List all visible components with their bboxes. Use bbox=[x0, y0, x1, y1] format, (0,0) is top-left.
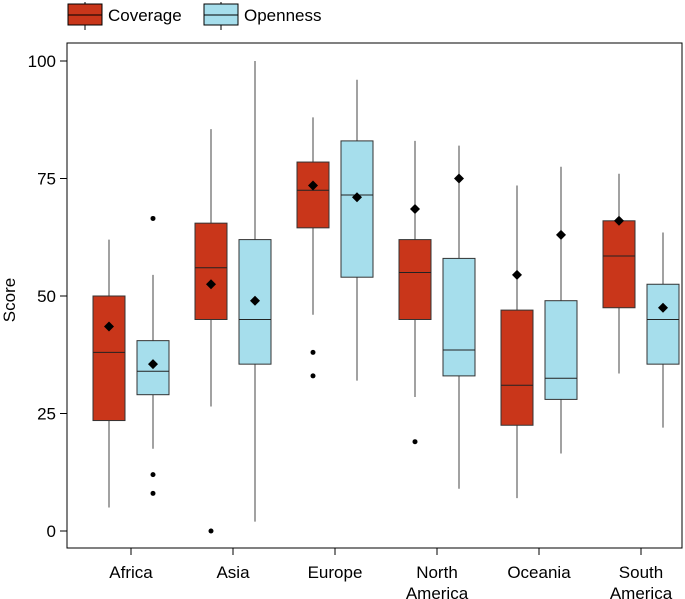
box-coverage-4 bbox=[500, 185, 534, 499]
box-coverage-1 bbox=[194, 129, 228, 534]
x-tick-label-line: Africa bbox=[109, 563, 153, 582]
x-tick-label-line: Asia bbox=[216, 563, 250, 582]
y-tick-label-75: 75 bbox=[37, 170, 56, 189]
x-tick-label-line: Oceania bbox=[507, 563, 571, 582]
y-tick-label-50: 50 bbox=[37, 287, 56, 306]
box-iqr bbox=[296, 161, 330, 229]
y-tick-label-25: 25 bbox=[37, 405, 56, 424]
mean-marker bbox=[104, 321, 114, 332]
box-coverage-5 bbox=[602, 173, 636, 374]
box-openness-4 bbox=[544, 166, 578, 454]
x-tick-label-line: South bbox=[619, 563, 663, 582]
box-coverage-2 bbox=[296, 117, 330, 379]
mean-marker bbox=[454, 173, 464, 184]
x-tick-label-line: America bbox=[610, 584, 673, 599]
box-openness-5 bbox=[646, 232, 680, 428]
box-coverage-0 bbox=[92, 239, 126, 508]
box-iqr bbox=[442, 257, 476, 377]
box-openness-1 bbox=[238, 61, 272, 522]
mean-marker bbox=[308, 180, 318, 191]
y-axis-title: Score bbox=[0, 278, 19, 322]
box-coverage-3 bbox=[398, 140, 432, 445]
mean-marker bbox=[148, 359, 158, 370]
outlier-point bbox=[310, 349, 316, 355]
box-iqr bbox=[646, 283, 680, 365]
mean-marker bbox=[614, 215, 624, 226]
y-tick-label-100: 100 bbox=[28, 52, 56, 71]
x-tick-label-3: North America bbox=[406, 563, 469, 599]
box-iqr bbox=[398, 239, 432, 321]
x-tick-label-line: Europe bbox=[308, 563, 363, 582]
box-iqr bbox=[194, 222, 228, 320]
legend-item-openness: Openness bbox=[203, 2, 322, 30]
outlier-point bbox=[150, 472, 156, 478]
box-series bbox=[92, 61, 680, 534]
legend-label-openness: Openness bbox=[244, 6, 322, 25]
box-openness-0 bbox=[136, 215, 170, 496]
mean-marker bbox=[352, 192, 362, 203]
x-tick-label-5: South America bbox=[610, 563, 673, 599]
y-tick-label-0: 0 bbox=[47, 522, 56, 541]
outlier-point bbox=[150, 215, 156, 221]
x-tick-label-4: Oceania bbox=[507, 563, 571, 582]
box-openness-2 bbox=[340, 79, 374, 381]
legend-label-coverage: Coverage bbox=[108, 6, 182, 25]
y-axis: 0 25 50 75 100 bbox=[28, 52, 67, 541]
legend: Coverage Openness bbox=[67, 2, 322, 30]
box-iqr bbox=[602, 220, 636, 309]
outlier-point bbox=[150, 490, 156, 496]
mean-marker bbox=[658, 302, 668, 313]
box-iqr bbox=[544, 300, 578, 400]
mean-marker bbox=[206, 279, 216, 290]
box-iqr bbox=[500, 309, 534, 426]
x-tick-label-1: Asia bbox=[216, 563, 250, 582]
mean-marker bbox=[512, 269, 522, 280]
box-openness-3 bbox=[442, 145, 476, 489]
outlier-point bbox=[208, 528, 214, 534]
outlier-point bbox=[412, 439, 418, 445]
x-tick-label-0: Africa bbox=[109, 563, 153, 582]
x-tick-label-2: Europe bbox=[308, 563, 363, 582]
box-iqr bbox=[92, 295, 126, 422]
mean-marker bbox=[250, 295, 260, 306]
x-axis: Africa Asia Europe North America Oceania South… bbox=[109, 548, 673, 599]
x-tick-label-line: America bbox=[406, 584, 469, 599]
outlier-point bbox=[310, 373, 316, 379]
mean-marker bbox=[410, 204, 420, 215]
mean-marker bbox=[556, 229, 566, 240]
x-tick-label-line: North bbox=[416, 563, 458, 582]
box-iqr bbox=[340, 140, 374, 278]
legend-item-coverage: Coverage bbox=[67, 2, 182, 30]
